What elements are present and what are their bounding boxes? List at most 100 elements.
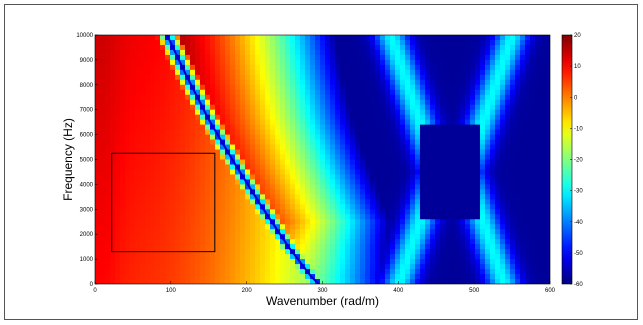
heatmap-cell — [360, 164, 366, 171]
heatmap-cell — [105, 139, 111, 146]
heatmap-cell — [445, 259, 451, 265]
heatmap-cell — [190, 124, 196, 131]
heatmap-cell — [335, 204, 341, 210]
heatmap-cell — [305, 229, 311, 235]
heatmap-cell — [385, 119, 391, 126]
heatmap-cell — [230, 199, 236, 205]
heatmap-cell — [530, 234, 536, 240]
heatmap-cell — [290, 229, 296, 235]
heatmap-cell — [485, 74, 491, 81]
heatmap-cell — [340, 189, 346, 195]
heatmap-cell — [430, 159, 436, 166]
heatmap-cell — [350, 154, 356, 161]
heatmap-cell — [145, 214, 151, 220]
heatmap-cell — [140, 239, 146, 245]
heatmap-cell — [175, 274, 181, 280]
heatmap-cell — [375, 169, 381, 176]
heatmap-cell — [110, 74, 116, 81]
heatmap-cell — [180, 214, 186, 220]
heatmap-cell — [270, 79, 276, 86]
heatmap-cell — [320, 194, 326, 200]
heatmap-cell — [245, 54, 251, 61]
heatmap-cell — [380, 39, 386, 46]
heatmap-cell — [390, 84, 396, 91]
heatmap-cell — [365, 79, 371, 86]
heatmap-cell — [420, 264, 426, 270]
heatmap-cell — [230, 139, 236, 146]
heatmap-cell — [495, 144, 501, 151]
heatmap-cell — [415, 39, 421, 46]
heatmap-cell — [495, 194, 501, 200]
heatmap-cell — [185, 54, 191, 61]
heatmap-cell — [350, 234, 356, 240]
heatmap-cell — [375, 74, 381, 81]
heatmap-cell — [225, 139, 231, 146]
heatmap-cell — [115, 259, 121, 265]
heatmap-cell — [185, 64, 191, 71]
heatmap-cell — [295, 129, 301, 136]
heatmap-cell — [150, 229, 156, 235]
heatmap-cell — [165, 174, 171, 181]
heatmap-cell — [130, 89, 136, 96]
heatmap-cell — [545, 39, 550, 46]
heatmap-cell — [200, 239, 206, 245]
heatmap-cell — [410, 159, 416, 166]
heatmap-cell — [165, 154, 171, 161]
heatmap-cell — [135, 99, 141, 106]
heatmap-cell — [280, 179, 286, 185]
heatmap-cell — [350, 189, 356, 195]
heatmap-cell — [225, 174, 231, 181]
heatmap-cell — [500, 124, 506, 131]
heatmap-cell — [140, 54, 146, 61]
heatmap-cell — [250, 104, 256, 111]
heatmap-cell — [335, 239, 341, 245]
heatmap-cell — [310, 149, 316, 156]
heatmap-cell — [110, 104, 116, 111]
heatmap-cell — [155, 35, 161, 41]
heatmap-cell — [410, 35, 416, 41]
heatmap-cell — [320, 134, 326, 141]
heatmap-cell — [130, 254, 136, 260]
heatmap-cell — [520, 124, 526, 131]
x-tick-label: 400 — [393, 288, 404, 294]
heatmap-cell — [325, 159, 331, 166]
heatmap-cell — [245, 184, 251, 190]
heatmap-cell — [260, 224, 266, 230]
heatmap-cell — [390, 164, 396, 171]
heatmap-cell — [400, 204, 406, 210]
heatmap-cell — [115, 124, 121, 131]
heatmap-cell — [295, 59, 301, 66]
heatmap-cell — [245, 49, 251, 56]
heatmap-cell — [345, 99, 351, 106]
heatmap-cell — [165, 84, 171, 91]
heatmap-cell — [95, 234, 101, 240]
heatmap-cell — [425, 35, 431, 41]
heatmap-cell — [430, 74, 436, 81]
heatmap-cell — [415, 199, 421, 205]
heatmap-cell — [320, 279, 326, 284]
heatmap-cell — [200, 184, 206, 190]
heatmap-cell — [185, 269, 191, 275]
heatmap-cell — [105, 124, 111, 131]
heatmap-cell — [390, 119, 396, 126]
heatmap-cell — [115, 159, 121, 166]
heatmap-cell — [540, 64, 546, 71]
heatmap-cell — [430, 134, 436, 141]
heatmap-cell — [140, 244, 146, 250]
heatmap-cell — [125, 259, 131, 265]
heatmap-cell — [420, 39, 426, 46]
heatmap-cell — [360, 259, 366, 265]
heatmap-cell — [130, 69, 136, 76]
heatmap-cell — [315, 254, 321, 260]
heatmap-cell — [280, 49, 286, 56]
heatmap-cell — [360, 244, 366, 250]
heatmap-cell — [220, 129, 226, 136]
heatmap-cell — [365, 174, 371, 181]
heatmap-cell — [235, 119, 241, 126]
heatmap-cell — [535, 259, 541, 265]
heatmap-cell — [310, 279, 316, 284]
heatmap-cell — [375, 139, 381, 146]
heatmap-cell — [485, 244, 491, 250]
heatmap-cell — [445, 229, 451, 235]
heatmap-cell — [470, 204, 476, 210]
